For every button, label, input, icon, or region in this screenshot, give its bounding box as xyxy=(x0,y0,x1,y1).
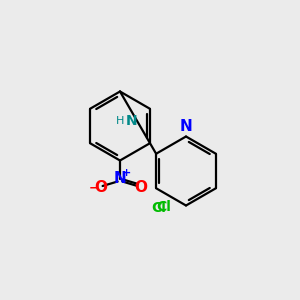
Text: O: O xyxy=(94,180,107,195)
Text: +: + xyxy=(122,168,131,178)
Text: N: N xyxy=(126,114,138,128)
Text: O: O xyxy=(134,180,147,195)
Text: N: N xyxy=(114,171,126,186)
Text: −: − xyxy=(89,181,100,194)
Text: Cl: Cl xyxy=(152,201,167,215)
Text: Cl: Cl xyxy=(156,200,171,214)
Text: H: H xyxy=(116,116,124,126)
Text: N: N xyxy=(180,119,192,134)
